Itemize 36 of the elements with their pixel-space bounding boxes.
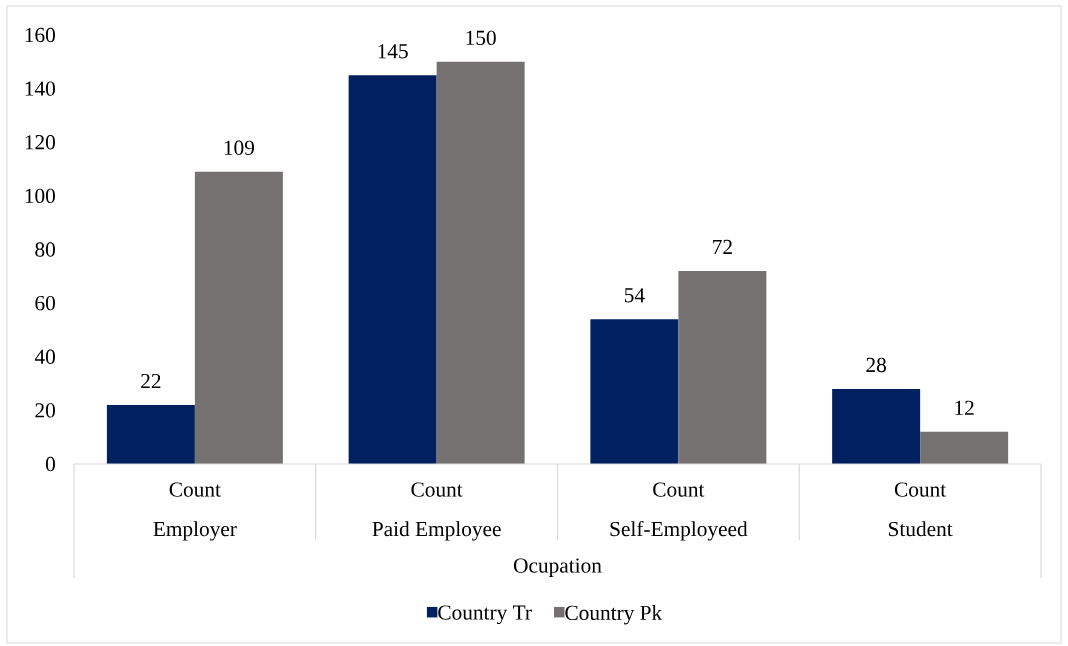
y-tick-label: 120 <box>25 135 55 150</box>
x-tick-label: Paid Employee <box>372 521 501 541</box>
bar <box>436 61 525 464</box>
data-label: 54 <box>624 288 645 303</box>
data-label: 28 <box>866 357 886 373</box>
data-label: 22 <box>141 373 161 389</box>
data-label: 109 <box>224 140 254 155</box>
text: Count <box>653 482 705 497</box>
x-tick-label: Student <box>888 521 953 537</box>
bar <box>920 431 1009 464</box>
y-tick-label: 60 <box>35 295 55 311</box>
text: Count <box>411 482 463 497</box>
bar <box>832 388 921 464</box>
data-label: 72 <box>713 239 732 254</box>
text: Count <box>169 482 221 497</box>
y-tick-label: 0 <box>45 456 55 472</box>
bar <box>348 75 437 464</box>
x-tick-label: Self-Employeed <box>610 521 748 541</box>
y-tick-label: 40 <box>34 349 55 364</box>
y-tick-label: 80 <box>35 242 55 257</box>
bar <box>678 270 767 464</box>
data-label: 150 <box>466 30 496 46</box>
x-tick-label: Employer <box>153 521 237 541</box>
bar <box>106 405 195 464</box>
bar <box>590 319 679 464</box>
y-tick-label: 100 <box>25 188 55 204</box>
y-tick-label: 20 <box>35 403 55 418</box>
bar <box>194 171 283 464</box>
data-label: 145 <box>378 44 408 59</box>
y-tick-label: 160 <box>25 27 55 43</box>
y-tick-label: 140 <box>25 81 55 96</box>
data-label: 12 <box>955 400 974 415</box>
legend-label: Country Tr <box>438 605 532 625</box>
text: Count <box>894 482 947 497</box>
legend-label: Country Pk <box>565 605 663 625</box>
x-axis-title: Ocupation <box>513 558 602 578</box>
